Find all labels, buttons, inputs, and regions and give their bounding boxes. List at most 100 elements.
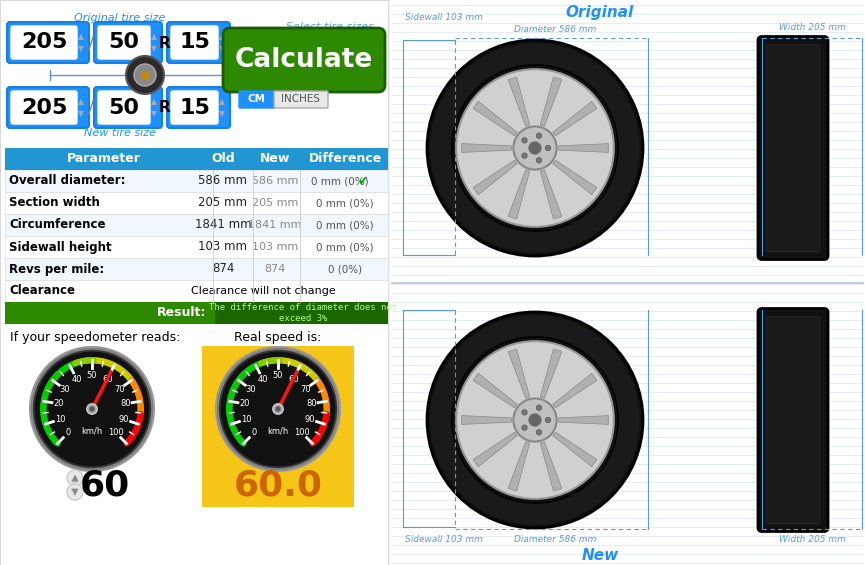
- Text: Clearance: Clearance: [9, 285, 75, 298]
- Circle shape: [522, 425, 527, 431]
- Text: ✔: ✔: [358, 175, 368, 188]
- Text: km/h: km/h: [81, 427, 103, 436]
- Circle shape: [514, 398, 556, 442]
- Circle shape: [34, 351, 150, 467]
- Text: ▼: ▼: [219, 109, 224, 118]
- Text: 100: 100: [108, 428, 124, 437]
- Text: Sidewall height: Sidewall height: [9, 241, 112, 254]
- Text: 90: 90: [304, 415, 315, 424]
- Circle shape: [134, 64, 156, 86]
- FancyBboxPatch shape: [98, 26, 150, 59]
- Circle shape: [86, 404, 97, 414]
- Text: INCHES: INCHES: [281, 94, 321, 105]
- Text: Original tire size: Original tire size: [74, 13, 166, 23]
- Circle shape: [522, 410, 527, 415]
- Polygon shape: [508, 77, 529, 126]
- Text: Section width: Section width: [9, 197, 99, 210]
- Text: 20: 20: [54, 399, 64, 408]
- Text: 40: 40: [258, 375, 268, 384]
- FancyBboxPatch shape: [758, 37, 828, 259]
- Text: R: R: [158, 101, 170, 115]
- Text: 50: 50: [86, 371, 97, 380]
- FancyBboxPatch shape: [274, 91, 328, 108]
- Circle shape: [514, 127, 556, 170]
- Text: 15: 15: [179, 33, 210, 53]
- Circle shape: [522, 153, 527, 158]
- Text: The difference of diameter does not
exceed 3%: The difference of diameter does not exce…: [209, 303, 397, 323]
- FancyBboxPatch shape: [5, 302, 215, 324]
- Circle shape: [67, 484, 83, 500]
- FancyBboxPatch shape: [171, 26, 218, 59]
- Circle shape: [536, 405, 541, 410]
- FancyBboxPatch shape: [11, 91, 77, 124]
- Text: Calculate: Calculate: [235, 47, 373, 73]
- FancyBboxPatch shape: [5, 192, 388, 214]
- FancyBboxPatch shape: [7, 87, 89, 128]
- Text: 100: 100: [294, 428, 310, 437]
- Text: 205 mm: 205 mm: [198, 197, 247, 210]
- Circle shape: [272, 404, 283, 414]
- Circle shape: [452, 65, 618, 231]
- Text: New tire size: New tire size: [84, 128, 156, 138]
- Circle shape: [275, 406, 280, 412]
- FancyBboxPatch shape: [5, 258, 388, 280]
- Text: 0 mm (0%): 0 mm (0%): [317, 220, 374, 230]
- FancyBboxPatch shape: [766, 45, 820, 251]
- Text: Sidewall 103 mm: Sidewall 103 mm: [405, 14, 483, 23]
- Text: 205: 205: [21, 33, 67, 53]
- Text: Sidewall 103 mm: Sidewall 103 mm: [405, 536, 483, 545]
- Text: ▲: ▲: [151, 32, 157, 41]
- Text: R: R: [158, 36, 170, 50]
- Text: km/h: km/h: [267, 427, 289, 436]
- Polygon shape: [553, 432, 597, 467]
- Text: New: New: [260, 153, 290, 166]
- Text: ▲: ▲: [78, 32, 83, 41]
- Polygon shape: [473, 101, 517, 136]
- Text: 1841 mm: 1841 mm: [248, 220, 302, 230]
- FancyBboxPatch shape: [0, 0, 388, 565]
- Circle shape: [430, 315, 640, 525]
- Text: 30: 30: [60, 385, 70, 394]
- Text: Revs per mile:: Revs per mile:: [9, 263, 105, 276]
- Circle shape: [536, 158, 541, 163]
- Text: Width 205 mm: Width 205 mm: [778, 536, 845, 545]
- Circle shape: [536, 133, 541, 138]
- Text: ▼: ▼: [219, 44, 224, 53]
- Text: Real speed is:: Real speed is:: [234, 332, 322, 345]
- Text: 10: 10: [54, 415, 65, 424]
- Polygon shape: [508, 442, 529, 491]
- Text: /: /: [88, 99, 94, 117]
- Text: Old: Old: [211, 153, 234, 166]
- Polygon shape: [473, 432, 517, 467]
- Text: 205 mm: 205 mm: [252, 198, 298, 208]
- Polygon shape: [473, 160, 517, 195]
- Circle shape: [529, 414, 541, 427]
- Text: 90: 90: [119, 415, 129, 424]
- Polygon shape: [553, 101, 597, 136]
- Circle shape: [216, 347, 340, 471]
- Text: ▲: ▲: [219, 97, 224, 106]
- Text: Select tire sizes
and press the
"Calculate": Select tire sizes and press the "Calcula…: [286, 22, 374, 62]
- FancyBboxPatch shape: [5, 236, 388, 258]
- Text: 103 mm: 103 mm: [252, 242, 298, 252]
- Polygon shape: [559, 144, 608, 153]
- Circle shape: [126, 56, 164, 94]
- Circle shape: [529, 141, 541, 154]
- Text: 0 mm (0%): 0 mm (0%): [317, 242, 374, 252]
- Text: 20: 20: [240, 399, 250, 408]
- FancyBboxPatch shape: [5, 170, 388, 192]
- Text: 0: 0: [66, 428, 71, 437]
- FancyBboxPatch shape: [239, 91, 275, 108]
- Circle shape: [545, 145, 551, 151]
- Text: New: New: [581, 549, 618, 563]
- Text: 60: 60: [80, 468, 130, 502]
- Circle shape: [522, 138, 527, 143]
- Polygon shape: [553, 373, 597, 408]
- FancyBboxPatch shape: [7, 22, 89, 63]
- FancyBboxPatch shape: [94, 22, 162, 63]
- Text: Overall diameter:: Overall diameter:: [9, 175, 125, 188]
- Text: 1841 mm: 1841 mm: [195, 219, 252, 232]
- Text: ▼: ▼: [78, 109, 83, 118]
- Text: ▲: ▲: [78, 97, 83, 106]
- Text: Result:: Result:: [157, 306, 206, 319]
